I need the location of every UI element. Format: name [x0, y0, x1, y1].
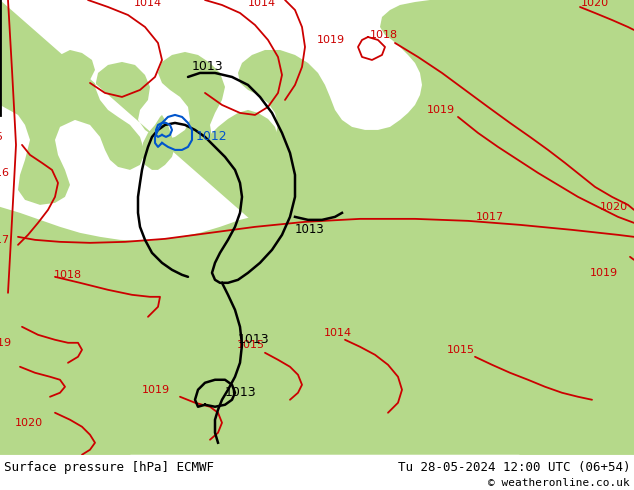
- Polygon shape: [38, 48, 58, 67]
- Text: 1020: 1020: [15, 418, 43, 428]
- Text: 1013: 1013: [238, 333, 269, 346]
- Polygon shape: [200, 110, 278, 162]
- Text: 1015: 1015: [237, 340, 265, 350]
- Text: © weatheronline.co.uk: © weatheronline.co.uk: [488, 478, 630, 488]
- Text: 1014: 1014: [324, 328, 352, 338]
- Text: 1019: 1019: [590, 268, 618, 278]
- Polygon shape: [0, 0, 634, 455]
- Polygon shape: [142, 115, 175, 170]
- Text: 1015: 1015: [447, 345, 475, 355]
- Text: 1018: 1018: [370, 30, 398, 40]
- Text: 1014: 1014: [248, 0, 276, 8]
- Text: 1013: 1013: [192, 60, 224, 73]
- Text: 1016: 1016: [0, 168, 10, 178]
- Text: 1020: 1020: [581, 0, 609, 8]
- Text: 1017: 1017: [476, 212, 504, 222]
- Polygon shape: [0, 202, 634, 455]
- Text: 1020: 1020: [600, 202, 628, 212]
- Text: 1012: 1012: [196, 130, 228, 144]
- Text: 1019: 1019: [317, 35, 345, 45]
- Text: 1013: 1013: [295, 223, 325, 236]
- Text: 1017: 1017: [0, 235, 10, 245]
- Text: 1018: 1018: [54, 270, 82, 280]
- Text: 1019: 1019: [427, 105, 455, 115]
- Text: Surface pressure [hPa] ECMWF: Surface pressure [hPa] ECMWF: [4, 461, 214, 474]
- Text: 1015: 1015: [0, 132, 4, 142]
- Polygon shape: [55, 50, 95, 85]
- Text: 1013: 1013: [225, 386, 257, 399]
- Text: 1014: 1014: [134, 0, 162, 8]
- Text: 1019: 1019: [0, 338, 12, 348]
- Text: Tu 28-05-2024 12:00 UTC (06+54): Tu 28-05-2024 12:00 UTC (06+54): [398, 461, 630, 474]
- Polygon shape: [298, 217, 388, 283]
- Polygon shape: [0, 350, 150, 455]
- Text: 1019: 1019: [142, 385, 170, 395]
